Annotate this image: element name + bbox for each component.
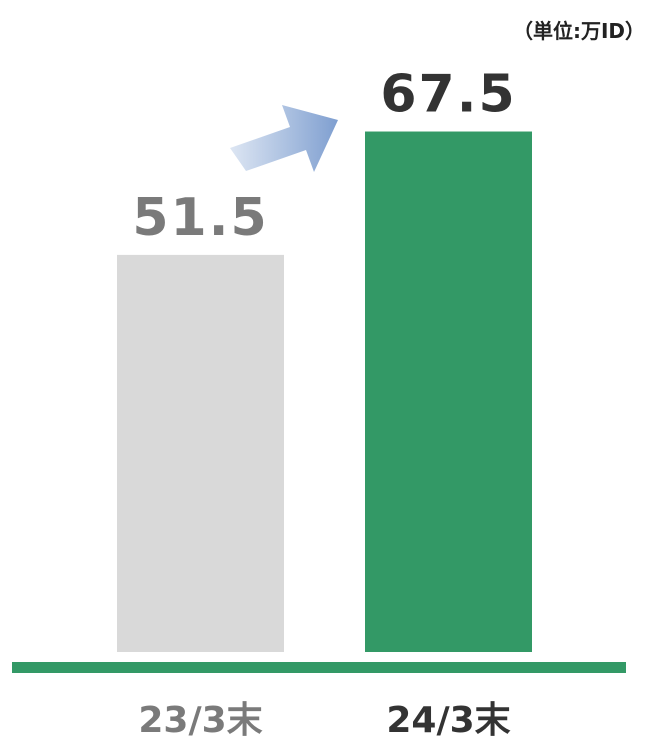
value-label-2: 67.5 bbox=[380, 65, 516, 125]
unit-label: （単位:万ID） bbox=[513, 19, 645, 43]
x-axis-baseline bbox=[12, 662, 626, 673]
value-label-1: 51.5 bbox=[132, 188, 268, 248]
bar-2 bbox=[365, 131, 532, 652]
category-label-2: 24/3末 bbox=[386, 700, 510, 741]
growth-arrow-icon bbox=[230, 105, 338, 172]
bar-1 bbox=[117, 254, 284, 652]
category-label-1: 23/3末 bbox=[138, 700, 262, 741]
bars-group: 51.5 23/3末 67.5 24/3末 bbox=[117, 65, 532, 741]
